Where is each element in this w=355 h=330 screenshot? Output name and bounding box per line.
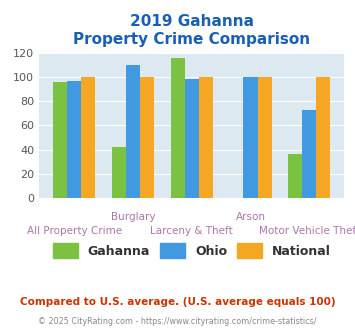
- Bar: [288, 154, 302, 198]
- Bar: [199, 77, 213, 198]
- Bar: [53, 82, 67, 198]
- Text: Compared to U.S. average. (U.S. average equals 100): Compared to U.S. average. (U.S. average …: [20, 297, 335, 307]
- Bar: [258, 77, 272, 198]
- Bar: [140, 77, 154, 198]
- Bar: [302, 110, 316, 198]
- Bar: [112, 147, 126, 198]
- Bar: [316, 77, 331, 198]
- Bar: [67, 81, 81, 198]
- Bar: [81, 77, 95, 198]
- Text: Arson: Arson: [235, 212, 266, 222]
- Text: Motor Vehicle Theft: Motor Vehicle Theft: [259, 226, 355, 236]
- Title: 2019 Gahanna
Property Crime Comparison: 2019 Gahanna Property Crime Comparison: [73, 14, 310, 48]
- Legend: Gahanna, Ohio, National: Gahanna, Ohio, National: [53, 244, 331, 258]
- Bar: [185, 80, 199, 198]
- Text: Larceny & Theft: Larceny & Theft: [150, 226, 233, 236]
- Bar: [170, 58, 185, 198]
- Text: © 2025 CityRating.com - https://www.cityrating.com/crime-statistics/: © 2025 CityRating.com - https://www.city…: [38, 317, 317, 326]
- Text: All Property Crime: All Property Crime: [27, 226, 122, 236]
- Bar: [126, 65, 140, 198]
- Text: Burglary: Burglary: [111, 212, 155, 222]
- Bar: [244, 77, 258, 198]
